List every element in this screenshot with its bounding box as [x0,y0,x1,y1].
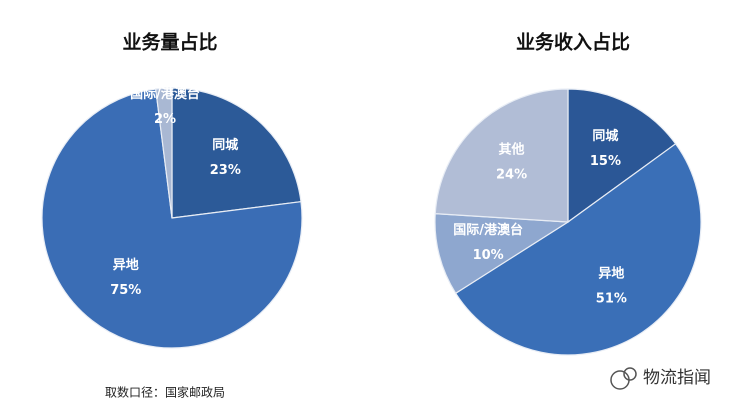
pie-slice [567,88,677,224]
source-note: 取数口径：国家邮政局 [105,385,225,400]
chart-title: 业务量占比 [122,31,217,54]
slice-value-label: 2% [154,112,176,127]
pie-slice [41,88,303,349]
slice-label: 异地 [113,257,139,273]
slice-label: 国际/港澳台 [130,86,200,102]
slice-label: 同城 [592,128,618,144]
watermark-icon [610,367,637,390]
slice-value-label: 24% [496,167,527,182]
slice-value-label: 75% [110,283,141,298]
pie-slice [454,142,702,356]
chart-title: 业务收入占比 [516,31,630,54]
slice-label: 异地 [598,265,624,281]
pie-slice [155,87,173,219]
pie-slice [434,213,570,295]
slice-value-label: 15% [590,154,621,169]
slice-value-label: 51% [596,291,627,306]
pie-slice [434,88,569,223]
slice-label: 其他 [499,141,525,157]
slice-label: 同城 [212,137,238,153]
slice-value-label: 23% [210,163,241,178]
watermark: 物流指闻 [643,368,711,388]
slice-label: 国际/港澳台 [453,222,523,238]
pie-slice [171,87,302,219]
slice-value-label: 10% [473,248,504,263]
